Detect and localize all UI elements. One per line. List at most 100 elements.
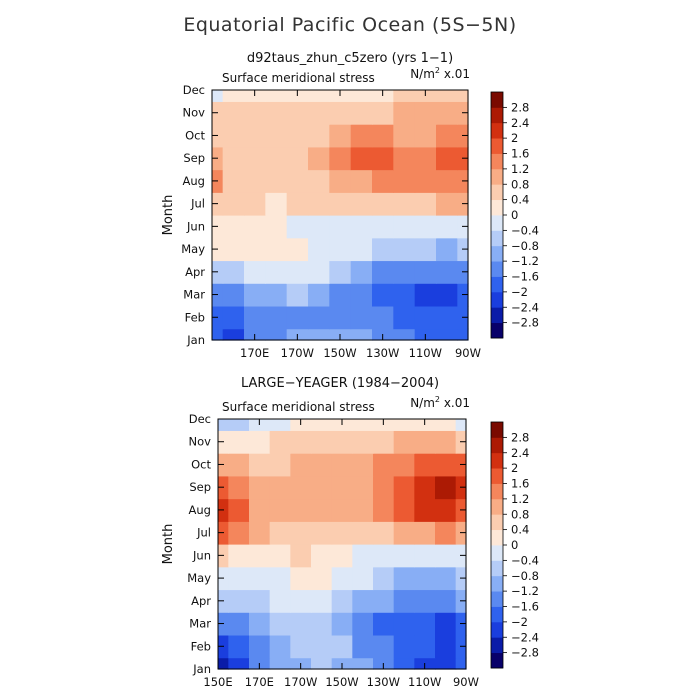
heatmap-cell — [373, 430, 395, 454]
heatmap-cell — [435, 589, 457, 613]
colorbar-label: 0 — [511, 208, 518, 222]
colorbar-swatch — [491, 498, 503, 515]
heatmap-cell — [308, 305, 330, 330]
heatmap-cell — [393, 192, 416, 216]
heatmap-cell — [393, 283, 416, 307]
colorbar-swatch — [491, 230, 503, 247]
heatmap-cell — [269, 498, 291, 522]
y-tick-label: Oct — [185, 128, 205, 142]
heatmap-cell — [265, 101, 288, 125]
y-tick-label: Dec — [189, 412, 211, 426]
x-tick-label: 150W — [325, 675, 358, 689]
heatmap-cell — [265, 328, 288, 341]
heatmap-cell — [286, 215, 309, 239]
heatmap-cell — [435, 634, 457, 659]
x-tick-label: 150W — [323, 346, 356, 360]
heatmap-cell — [436, 124, 458, 148]
colorbar-label: −2 — [511, 615, 528, 629]
colorbar-label: −0.8 — [511, 569, 539, 583]
heatmap-cell — [393, 453, 415, 477]
y-tick-label: Mar — [189, 617, 211, 631]
heatmap-cell — [222, 237, 245, 262]
colorbar-swatch — [491, 575, 503, 592]
heatmap-cell — [350, 124, 373, 148]
x-tick-label: 90W — [455, 346, 481, 360]
colorbar-label: 2 — [511, 461, 518, 475]
heatmap-cell — [435, 475, 457, 500]
colorbar-swatch — [491, 621, 503, 638]
panel-1-y-label: Month — [161, 195, 176, 236]
x-tick-label: 110W — [409, 346, 442, 360]
heatmap-cell — [414, 260, 437, 284]
heatmap-cell — [435, 544, 457, 568]
heatmap-cell — [331, 566, 353, 591]
heatmap-cell — [308, 90, 330, 102]
heatmap-cell — [414, 237, 437, 262]
colorbar-swatch — [491, 153, 503, 170]
heatmap-cell — [329, 305, 352, 330]
heatmap-cell — [329, 124, 352, 148]
heatmap-cell — [290, 544, 312, 568]
heatmap-cell — [373, 589, 395, 613]
colorbar-swatch — [491, 560, 503, 577]
x-tick-label: 130W — [366, 346, 399, 360]
heatmap-cell — [269, 453, 291, 477]
panel-2-y-label: Month — [161, 524, 176, 565]
heatmap-cell — [286, 101, 309, 125]
heatmap-cell — [436, 169, 458, 193]
y-tick-label: Jul — [196, 526, 211, 540]
y-tick-label: Jul — [190, 197, 205, 211]
heatmap-cell — [414, 169, 437, 193]
colorbar-swatch — [491, 483, 503, 500]
heatmap-cell — [457, 328, 469, 341]
heatmap-cell — [372, 169, 394, 193]
heatmap-cell — [222, 169, 245, 193]
heatmap-cell — [311, 634, 333, 659]
heatmap-cell — [249, 589, 271, 613]
heatmap-cell — [308, 146, 330, 171]
figure-title: Equatorial Pacific Ocean (5S−5N) — [183, 14, 516, 36]
heatmap-cell — [414, 101, 437, 125]
y-tick-label: Apr — [191, 594, 211, 608]
colorbar-label: −1.2 — [511, 254, 539, 268]
heatmap-cell — [222, 101, 245, 125]
colorbar-label: −2.4 — [511, 630, 539, 644]
y-tick-label: Feb — [191, 639, 211, 653]
colorbar-label: 0.4 — [511, 523, 529, 537]
heatmap-cell — [265, 169, 288, 193]
heatmap-cell — [311, 453, 333, 477]
heatmap-cell — [414, 283, 437, 307]
heatmap-cell — [414, 498, 436, 522]
colorbar-swatch — [491, 168, 503, 185]
colorbar-swatch — [491, 276, 503, 293]
heatmap-cell — [331, 453, 353, 477]
heatmap-cell — [372, 124, 394, 148]
heatmap-cell — [393, 305, 416, 330]
colorbar-swatch — [491, 92, 503, 108]
heatmap-cell — [414, 521, 436, 545]
colorbar-label: −0.4 — [511, 553, 539, 567]
heatmap-cell — [228, 589, 250, 613]
colorbar-swatch — [491, 138, 503, 154]
heatmap-cell — [308, 215, 330, 239]
heatmap-cell — [350, 237, 373, 262]
heatmap-cell — [308, 192, 330, 216]
heatmap-cell — [373, 453, 395, 477]
heatmap-cell — [228, 475, 250, 500]
heatmap-cell — [269, 475, 291, 500]
heatmap-cell — [393, 589, 415, 613]
colorbar-swatch — [491, 422, 503, 438]
heatmap-cell — [414, 430, 436, 454]
heatmap-cell — [455, 419, 467, 431]
y-tick-label: Nov — [183, 106, 206, 120]
heatmap-cell — [414, 146, 437, 171]
heatmap-cell — [372, 101, 394, 125]
colorbar-swatch — [491, 452, 503, 469]
heatmap-cell — [414, 475, 436, 500]
heatmap-cell — [393, 169, 416, 193]
heatmap-cell — [311, 589, 333, 613]
colorbar-label: 2 — [511, 131, 518, 145]
heatmap-cell — [350, 328, 373, 341]
heatmap-cell — [265, 283, 288, 307]
